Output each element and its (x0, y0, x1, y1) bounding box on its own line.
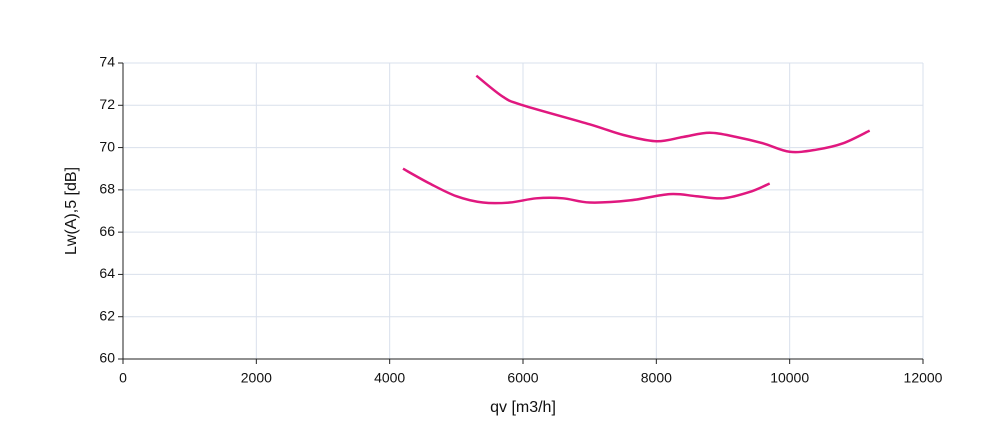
x-tick-label: 2000 (241, 370, 272, 386)
x-tick-label: 12000 (904, 370, 943, 386)
x-tick-label: 8000 (641, 370, 672, 386)
y-tick-label: 60 (99, 350, 115, 366)
y-tick-label: 72 (99, 96, 115, 112)
x-tick-label: 6000 (507, 370, 538, 386)
y-tick-label: 66 (99, 223, 115, 239)
series-line (402, 167, 771, 205)
series-line (475, 74, 871, 154)
y-tick-label: 70 (99, 138, 115, 154)
y-tick-label: 62 (99, 307, 115, 323)
x-axis-label: qv [m3/h] (490, 399, 556, 416)
x-tick-label: 0 (119, 370, 127, 386)
y-tick-label: 68 (99, 181, 115, 197)
x-tick-label: 10000 (770, 370, 809, 386)
y-axis-label: Lw(A),5 [dB] (63, 167, 80, 255)
y-tick-label: 64 (99, 265, 115, 281)
x-tick-label: 4000 (374, 370, 405, 386)
y-tick-label: 74 (99, 54, 115, 70)
